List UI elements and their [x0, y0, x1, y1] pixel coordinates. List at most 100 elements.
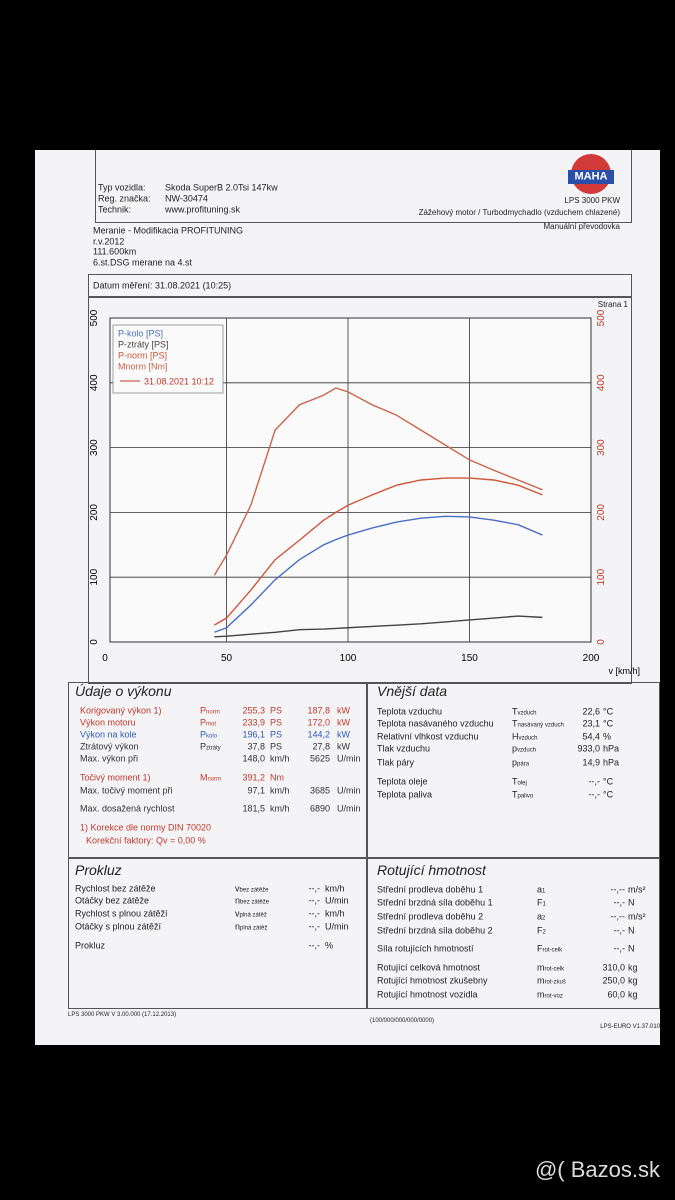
symbol: Tpalivo	[512, 790, 534, 800]
note: 6.st.DSG merane na 4.st	[93, 257, 193, 267]
symbol-sub: rot-celk	[544, 966, 565, 973]
symbol-sub: plná zátěž	[239, 912, 267, 919]
row-value: --,-	[308, 921, 321, 932]
row-value: --,-	[613, 925, 626, 936]
note: 111.600km	[93, 246, 137, 257]
row-value: 60,0	[607, 989, 625, 1000]
symbol-base: p	[512, 757, 518, 768]
row-unit: kg	[628, 975, 638, 986]
symbol-base: v	[235, 908, 240, 919]
row-label: Rotující celková hmotnost	[377, 962, 481, 973]
mass-box	[366, 857, 660, 1009]
row-unit: kW	[337, 705, 350, 716]
symbol-sub: rot-voz	[544, 993, 563, 1000]
row-unit: km/h	[325, 883, 345, 894]
date: Datum měření: 31.08.2021 (10:25)	[93, 280, 232, 291]
symbol: a2	[537, 911, 545, 922]
row-unit: m/s²	[628, 911, 646, 922]
row-label: Rotující hmotnost zkušebny	[377, 975, 488, 986]
slip-box	[68, 857, 368, 1009]
row-value: 37,8	[247, 741, 265, 752]
row-unit: °C	[603, 776, 614, 787]
symbol-base: P	[200, 729, 207, 740]
symbol: mrot-zkuš	[537, 976, 566, 986]
logo-text: MAHA	[574, 170, 608, 183]
row-value: --,-	[308, 895, 321, 906]
row-value: 250,0	[602, 975, 625, 986]
row-value: 27,8	[312, 741, 330, 752]
symbol-base: n	[235, 921, 241, 932]
legend-entry: P-ztráty [PS]	[118, 339, 169, 349]
gearbox: Manuální převodovka	[543, 222, 621, 231]
row-unit: hPa	[603, 743, 620, 754]
row-unit: PS	[270, 705, 283, 716]
row-value: --,--	[610, 911, 626, 922]
symbol: nbez zátěže	[235, 896, 269, 906]
symbol-sub: rot-zkuš	[544, 979, 566, 986]
row-unit: PS	[270, 729, 283, 740]
y-tick-label: 300	[89, 439, 100, 456]
page-number: Strana 1	[597, 300, 628, 309]
curve	[213, 387, 543, 576]
field-label: Typ vozidla:	[98, 182, 146, 193]
symbol: Tolej	[512, 777, 527, 787]
row-unit: N	[628, 897, 635, 908]
x-axis-label: v [km/h]	[608, 666, 640, 676]
row-value: 391,2	[242, 772, 265, 783]
row-unit: U/min	[325, 895, 349, 906]
symbol: nplná zátěž	[235, 921, 267, 932]
field-value: www.profituning.sk	[165, 204, 241, 215]
symbol: pvzduch	[512, 744, 536, 754]
section-title: Údaje o výkonu	[75, 683, 172, 699]
row-value: 196,1	[242, 729, 265, 740]
symbol-sub: kolo	[206, 733, 218, 740]
section-title: Rotující hmotnost	[377, 862, 486, 878]
legend-entry: P-norm [PS]	[118, 350, 167, 360]
symbol-sub: olej	[517, 780, 527, 787]
row-label: Rychlost s plnou zátěží	[75, 908, 168, 919]
symbol-sub: norm	[207, 776, 222, 783]
symbol: Hvzduch	[512, 732, 538, 742]
row-label: Výkon motoru	[80, 717, 136, 728]
ambient-box	[366, 682, 660, 859]
row-unit: km/h	[270, 803, 290, 814]
note: Meranie - Modifikacia PROFITUNING	[93, 225, 244, 236]
row-unit: kW	[337, 717, 350, 728]
symbol: Pztráty	[200, 742, 221, 752]
row-label: Rychlost bez zátěže	[75, 883, 156, 894]
y2-tick-label: 100	[596, 568, 607, 585]
row-label: Točivý moment 1)	[80, 772, 151, 783]
row-value: 148,0	[242, 753, 265, 764]
row-unit: PS	[270, 717, 283, 728]
field-value: Skoda SuperB 2.0Tsi 147kw	[165, 182, 278, 193]
symbol-sub: palivo	[517, 793, 534, 800]
curve	[214, 615, 543, 638]
row-label: Otáčky bez zátěže	[75, 895, 150, 906]
footnote: 1) Korekce dle normy DIN 70020	[80, 822, 212, 833]
row-label: Střední brzdná síla doběhu 1	[377, 897, 493, 908]
curve	[214, 515, 543, 633]
y2-tick-label: 500	[596, 309, 607, 326]
field-label: Technik:	[98, 204, 132, 215]
row-label: Max. výkon při	[80, 753, 139, 764]
row-value: 933,0	[577, 743, 600, 754]
row-value: 144,2	[307, 729, 330, 740]
row-unit: N	[628, 925, 635, 936]
symbol-base: a	[537, 911, 543, 922]
row-unit: N	[628, 943, 635, 954]
row-value: --,-	[308, 883, 321, 894]
row-unit: km/h	[325, 908, 345, 919]
symbol-sub: rot-celk	[542, 947, 563, 954]
row-unit: kg	[628, 962, 638, 973]
symbol: Pmot	[200, 718, 216, 728]
row-unit: °C	[603, 706, 614, 717]
symbol-sub: bez zátěže	[239, 887, 269, 894]
row-unit: kW	[337, 741, 350, 752]
row-unit: hPa	[603, 757, 620, 768]
model: LPS 3000 PKW	[564, 196, 620, 205]
logo-band	[568, 170, 614, 184]
symbol-base: P	[200, 705, 207, 716]
row-unit: kg	[628, 989, 638, 1000]
symbol: a1	[537, 885, 545, 895]
